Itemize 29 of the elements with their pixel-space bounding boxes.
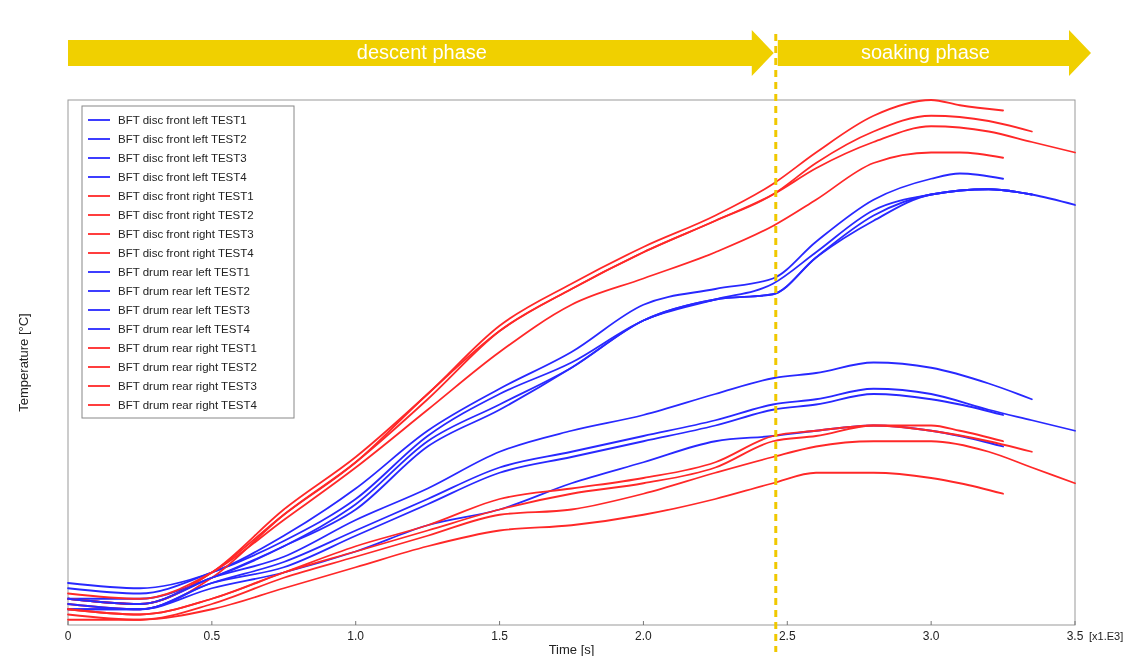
legend-label: BFT drum rear right TEST4 <box>118 399 258 411</box>
x-tick-label: 1.0 <box>347 629 365 643</box>
text: descent phase <box>356 41 487 63</box>
legend-label: BFT drum rear left TEST3 <box>118 304 250 316</box>
x-axis-title: Time [s] <box>548 642 595 657</box>
legend-label: BFT drum rear right TEST3 <box>118 380 257 392</box>
x-tick-label: 1.5 <box>491 629 509 643</box>
legend-label: BFT disc front right TEST2 <box>118 209 254 221</box>
x-tick-label: 3.0 <box>922 629 940 643</box>
y-axis-title: Temperature [°C] <box>16 313 31 412</box>
text: [x1.E3] <box>1089 630 1124 642</box>
legend-label: BFT disc front left TEST3 <box>118 152 247 164</box>
legend-label: BFT disc front right TEST1 <box>118 190 254 202</box>
legend-label: BFT disc front right TEST4 <box>118 247 255 259</box>
legend-label: BFT drum rear right TEST1 <box>118 342 257 354</box>
legend-label: BFT drum rear left TEST4 <box>118 323 251 335</box>
x-tick-label: 0 <box>64 629 72 643</box>
x-tick-label: 2.0 <box>635 629 653 643</box>
legend-label: BFT disc front right TEST3 <box>118 228 254 240</box>
x-tick-label: 3.5 <box>1066 629 1084 643</box>
legend-label: BFT disc front left TEST4 <box>118 171 248 183</box>
legend-label: BFT disc front left TEST1 <box>118 114 247 126</box>
legend-label: BFT disc front left TEST2 <box>118 133 247 145</box>
legend-label: BFT drum rear right TEST2 <box>118 361 257 373</box>
text: soaking phase <box>860 41 990 63</box>
x-tick-label: 0.5 <box>203 629 221 643</box>
legend-label: BFT drum rear left TEST1 <box>118 266 250 278</box>
legend-label: BFT drum rear left TEST2 <box>118 285 250 297</box>
x-tick-label: 2.5 <box>778 629 796 643</box>
